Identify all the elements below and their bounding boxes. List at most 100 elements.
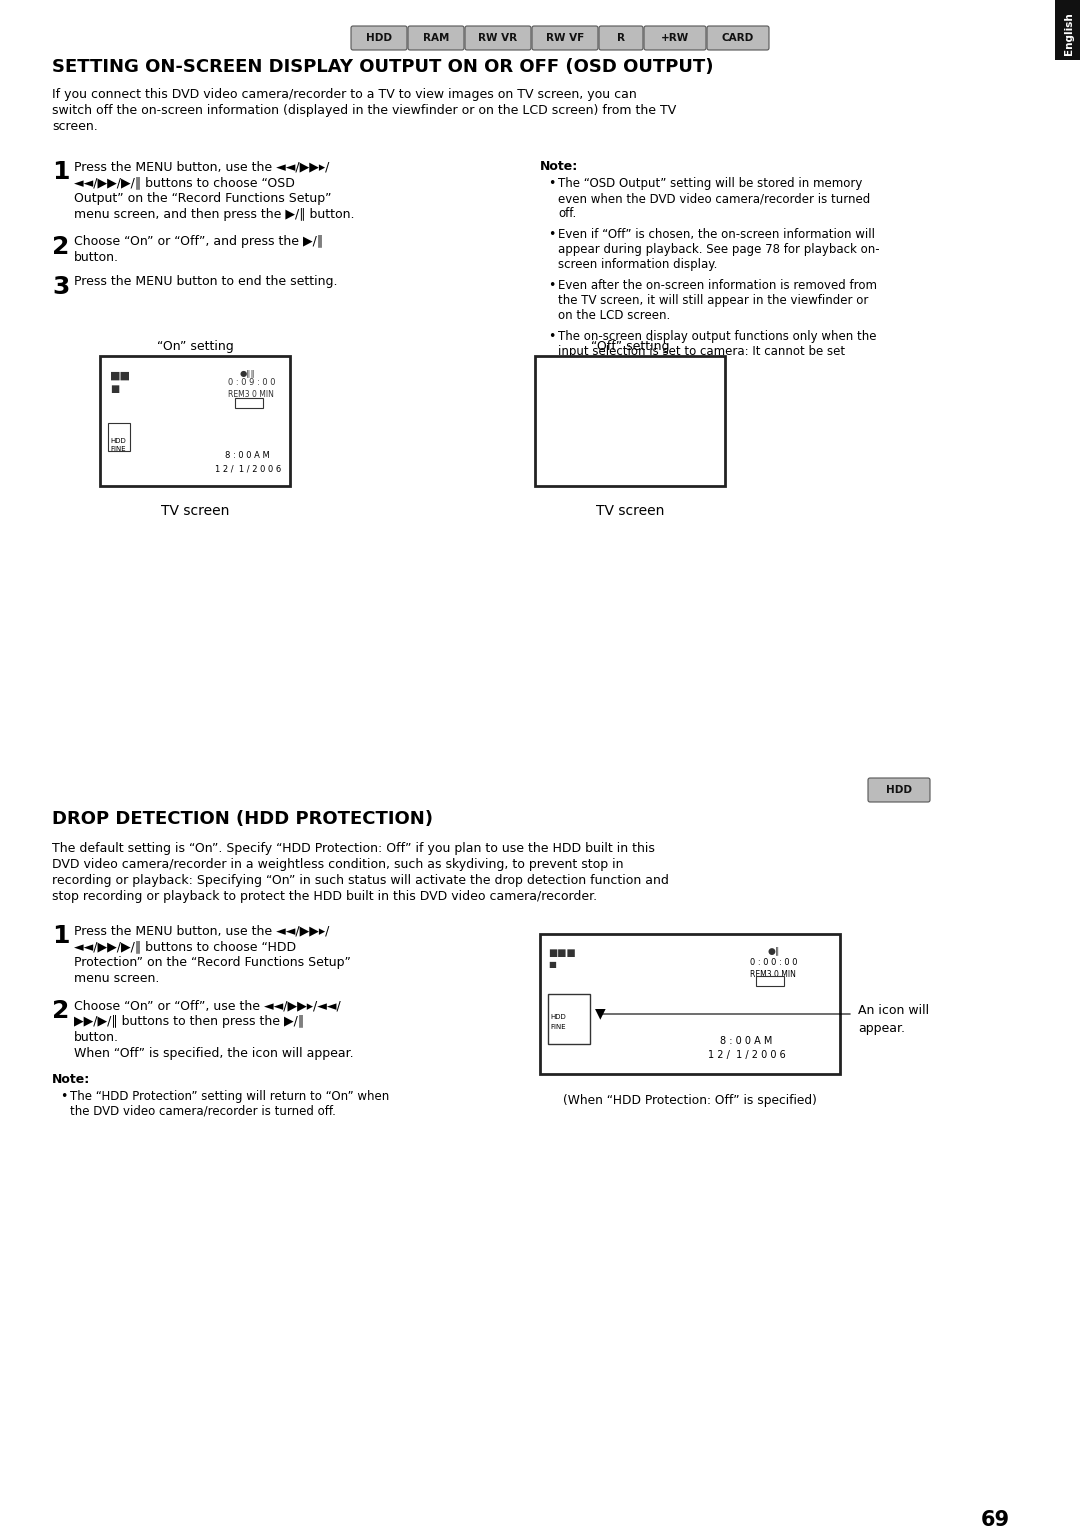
Text: 2: 2 xyxy=(52,999,69,1022)
Text: FINE: FINE xyxy=(550,1024,566,1030)
Text: Even after the on-screen information is removed from: Even after the on-screen information is … xyxy=(558,279,877,292)
Text: ■: ■ xyxy=(548,959,556,969)
Text: TV screen: TV screen xyxy=(596,503,664,517)
Text: (When “HDD Protection: Off” is specified): (When “HDD Protection: Off” is specified… xyxy=(563,1094,816,1107)
Text: The “OSD Output” setting will be stored in memory: The “OSD Output” setting will be stored … xyxy=(558,177,862,190)
Text: 8 : 0 0 A M: 8 : 0 0 A M xyxy=(225,451,270,460)
Bar xyxy=(535,356,725,487)
Text: Note:: Note: xyxy=(52,1073,91,1085)
Text: When “Off” is specified, the icon will appear.: When “Off” is specified, the icon will a… xyxy=(75,1047,353,1061)
Text: Press the MENU button, use the ◄◄/▶▶▸/: Press the MENU button, use the ◄◄/▶▶▸/ xyxy=(75,924,329,936)
Text: ■: ■ xyxy=(110,384,119,394)
Text: switch off the on-screen information (displayed in the viewfinder or on the LCD : switch off the on-screen information (di… xyxy=(52,104,676,117)
Text: Protection” on the “Record Functions Setup”: Protection” on the “Record Functions Set… xyxy=(75,956,351,969)
Text: The default setting is “On”. Specify “HDD Protection: Off” if you plan to use th: The default setting is “On”. Specify “HD… xyxy=(52,843,654,855)
Text: RW VF: RW VF xyxy=(545,32,584,43)
Text: HDD: HDD xyxy=(110,437,125,444)
Text: during external input.: during external input. xyxy=(558,361,687,373)
Text: 8 : 0 0 A M: 8 : 0 0 A M xyxy=(720,1036,772,1045)
Text: •: • xyxy=(548,177,555,190)
FancyBboxPatch shape xyxy=(599,26,643,51)
Text: +RW: +RW xyxy=(661,32,689,43)
Bar xyxy=(548,995,590,1044)
Text: 1 2 /  1 / 2 0 0 6: 1 2 / 1 / 2 0 0 6 xyxy=(708,1050,786,1061)
Text: REM3 0 MIN: REM3 0 MIN xyxy=(750,970,796,979)
Text: HDD: HDD xyxy=(366,32,392,43)
FancyBboxPatch shape xyxy=(868,778,930,801)
Bar xyxy=(1055,0,1080,60)
Text: An icon will
appear.: An icon will appear. xyxy=(858,1004,929,1035)
Text: on the LCD screen.: on the LCD screen. xyxy=(558,309,671,322)
Text: ◄◄/▶▶/▶/∥ buttons to choose “OSD: ◄◄/▶▶/▶/∥ buttons to choose “OSD xyxy=(75,177,295,189)
Text: the TV screen, it will still appear in the viewfinder or: the TV screen, it will still appear in t… xyxy=(558,295,868,307)
Text: 1 2 /  1 / 2 0 0 6: 1 2 / 1 / 2 0 0 6 xyxy=(215,464,281,473)
Text: stop recording or playback to protect the HDD built in this DVD video camera/rec: stop recording or playback to protect th… xyxy=(52,890,597,903)
Bar xyxy=(108,424,130,451)
Text: RW VR: RW VR xyxy=(478,32,517,43)
Text: 2: 2 xyxy=(52,235,69,259)
Text: RAM: RAM xyxy=(422,32,449,43)
Text: appear during playback. See page 78 for playback on-: appear during playback. See page 78 for … xyxy=(558,243,879,256)
Text: Press the MENU button, use the ◄◄/▶▶▸/: Press the MENU button, use the ◄◄/▶▶▸/ xyxy=(75,160,329,173)
Text: •: • xyxy=(548,279,555,292)
Text: SETTING ON-SCREEN DISPLAY OUTPUT ON OR OFF (OSD OUTPUT): SETTING ON-SCREEN DISPLAY OUTPUT ON OR O… xyxy=(52,58,714,77)
FancyBboxPatch shape xyxy=(644,26,706,51)
Text: 1: 1 xyxy=(52,924,69,949)
Text: HDD: HDD xyxy=(886,784,912,795)
Text: CARD: CARD xyxy=(721,32,754,43)
Text: 1: 1 xyxy=(52,160,69,184)
Text: If you connect this DVD video camera/recorder to a TV to view images on TV scree: If you connect this DVD video camera/rec… xyxy=(52,87,637,101)
Text: recording or playback: Specifying “On” in such status will activate the drop det: recording or playback: Specifying “On” i… xyxy=(52,873,669,887)
Text: screen information display.: screen information display. xyxy=(558,258,717,272)
Text: •: • xyxy=(60,1090,67,1104)
Text: TV screen: TV screen xyxy=(161,503,229,517)
Text: ■■■: ■■■ xyxy=(548,949,576,958)
Text: menu screen, and then press the ▶/∥ button.: menu screen, and then press the ▶/∥ butt… xyxy=(75,209,354,221)
Text: Choose “On” or “Off”, and press the ▶/∥: Choose “On” or “Off”, and press the ▶/∥ xyxy=(75,235,323,249)
Bar xyxy=(100,356,291,487)
FancyBboxPatch shape xyxy=(351,26,407,51)
Text: The on-screen display output functions only when the: The on-screen display output functions o… xyxy=(558,330,877,342)
Text: 0 : 0 9 : 0 0: 0 : 0 9 : 0 0 xyxy=(228,378,275,387)
FancyBboxPatch shape xyxy=(465,26,531,51)
Text: button.: button. xyxy=(75,252,119,264)
Text: even when the DVD video camera/recorder is turned: even when the DVD video camera/recorder … xyxy=(558,192,870,206)
Bar xyxy=(756,976,784,985)
FancyBboxPatch shape xyxy=(408,26,464,51)
Text: The “HDD Protection” setting will return to “On” when: The “HDD Protection” setting will return… xyxy=(70,1090,389,1104)
Text: 3: 3 xyxy=(52,275,69,299)
Text: button.: button. xyxy=(75,1032,119,1044)
Text: off.: off. xyxy=(558,207,577,220)
Text: 0 : 0 0 : 0 0: 0 : 0 0 : 0 0 xyxy=(750,958,797,967)
Text: ▶▶/▶/∥ buttons to then press the ▶/∥: ▶▶/▶/∥ buttons to then press the ▶/∥ xyxy=(75,1015,305,1028)
Text: the DVD video camera/recorder is turned off.: the DVD video camera/recorder is turned … xyxy=(70,1105,336,1117)
Bar xyxy=(540,933,840,1074)
Text: English: English xyxy=(1064,12,1074,55)
Text: 69: 69 xyxy=(981,1510,1010,1530)
Text: FINE: FINE xyxy=(110,447,125,451)
Text: REM3 0 MIN: REM3 0 MIN xyxy=(228,390,274,399)
Text: •: • xyxy=(548,229,555,241)
Text: screen.: screen. xyxy=(52,120,98,134)
Text: ●∥: ●∥ xyxy=(768,946,781,955)
FancyBboxPatch shape xyxy=(532,26,598,51)
Text: “On” setting: “On” setting xyxy=(157,339,233,353)
Text: Output” on the “Record Functions Setup”: Output” on the “Record Functions Setup” xyxy=(75,192,332,206)
Text: input selection is set to camera: It cannot be set: input selection is set to camera: It can… xyxy=(558,345,846,358)
Text: ■■: ■■ xyxy=(110,371,131,381)
Text: ◄◄/▶▶/▶/∥ buttons to choose “HDD: ◄◄/▶▶/▶/∥ buttons to choose “HDD xyxy=(75,939,296,953)
Text: Press the MENU button to end the setting.: Press the MENU button to end the setting… xyxy=(75,275,337,289)
Text: DROP DETECTION (HDD PROTECTION): DROP DETECTION (HDD PROTECTION) xyxy=(52,810,433,827)
Text: HDD: HDD xyxy=(550,1015,566,1019)
Text: ▼: ▼ xyxy=(595,1005,606,1019)
Text: Even if “Off” is chosen, the on-screen information will: Even if “Off” is chosen, the on-screen i… xyxy=(558,229,875,241)
Text: Note:: Note: xyxy=(540,160,578,173)
Text: DVD video camera/recorder in a weightless condition, such as skydiving, to preve: DVD video camera/recorder in a weightles… xyxy=(52,858,623,870)
Text: menu screen.: menu screen. xyxy=(75,972,160,985)
Text: “Off” setting: “Off” setting xyxy=(591,339,670,353)
Bar xyxy=(235,398,264,408)
Text: R: R xyxy=(617,32,625,43)
Text: Choose “On” or “Off”, use the ◄◄/▶▶▸/◄◄/: Choose “On” or “Off”, use the ◄◄/▶▶▸/◄◄/ xyxy=(75,999,341,1012)
Text: •: • xyxy=(548,330,555,342)
FancyBboxPatch shape xyxy=(707,26,769,51)
